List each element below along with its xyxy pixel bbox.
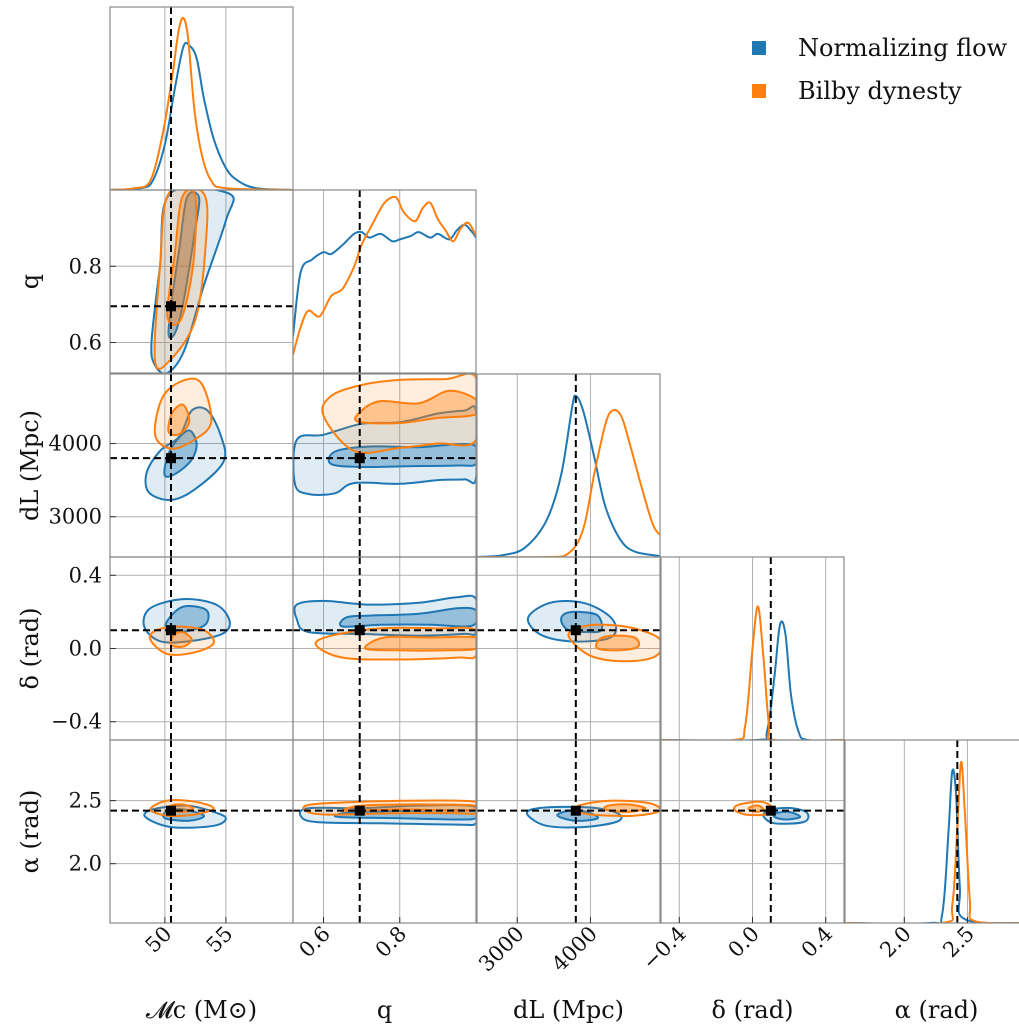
contour-inner-delta-dl-series-1: [595, 634, 641, 652]
x-tick-label: 2.5: [938, 922, 979, 963]
x-tick-label: 0.8: [371, 922, 412, 963]
contour-outer-delta-dl-series-1: [567, 623, 660, 663]
x-axis-label-dl: dL (Mpc): [513, 996, 624, 1024]
panel-delta-alpha: [660, 739, 845, 924]
marginal-q-series-0: [293, 223, 476, 337]
x-tick-label: −0.4: [638, 922, 691, 975]
panel-delta-delta: [660, 556, 845, 741]
contour-inner-q-mc-series-1: [166, 190, 198, 326]
x-axis-label-mc: 𝓜c (M⊙): [146, 996, 257, 1024]
truth-marker: [354, 805, 365, 816]
panel-mc-q: [109, 189, 294, 374]
panel-q-delta: [292, 556, 477, 741]
panel-mc-delta: [109, 556, 294, 741]
truth-marker: [765, 805, 776, 816]
marginal-alpha-series-1: [845, 760, 1019, 923]
y-axis-label-q: q: [16, 274, 44, 289]
x-axis-label-delta: δ (rad): [712, 996, 794, 1024]
y-axis-label-dl: dL (Mpc): [16, 410, 44, 521]
x-tick-label: 0.4: [797, 922, 838, 963]
panel-frame: [109, 6, 294, 191]
x-tick-label: 3000: [474, 922, 529, 977]
panel-alpha-alpha: [844, 739, 1019, 924]
truth-marker: [570, 625, 581, 636]
contour-inner-dl-mc-series-1: [167, 403, 191, 436]
panel-frame: [844, 739, 1019, 924]
y-tick-label: −0.4: [51, 710, 102, 734]
truth-marker: [166, 805, 176, 816]
panel-dl-dl: [476, 373, 661, 558]
marginal-dl-series-0: [477, 394, 660, 557]
y-tick-label: 2.5: [69, 789, 102, 813]
legend-swatch-bilby-dynesty: [752, 84, 766, 98]
truth-marker: [166, 301, 176, 312]
truth-marker: [570, 805, 581, 816]
panel-dl-delta: [476, 556, 661, 741]
y-tick-label: 0.0: [69, 637, 102, 661]
contour-outer-delta-q-series-1: [314, 626, 476, 661]
truth-marker: [166, 453, 176, 464]
y-tick-label: 0.6: [69, 331, 102, 355]
marginal-mc-series-1: [110, 16, 293, 190]
y-axis-label-alpha: α (rad): [16, 790, 44, 874]
panel-mc-dl: [109, 373, 294, 558]
x-tick-label: 4000: [547, 922, 602, 977]
contour-inner-dl-q-series-1: [354, 389, 476, 425]
panel-frame: [292, 189, 477, 374]
truth-marker: [354, 625, 365, 636]
y-tick-label: 4000: [49, 432, 102, 456]
panel-q-q: [292, 189, 477, 374]
contour-inner-delta-mc-series-1: [169, 630, 193, 649]
legend-swatch-normalizing-flow: [752, 41, 766, 55]
panel-frame: [476, 373, 661, 558]
x-axis-label-alpha: α (rad): [895, 996, 979, 1024]
x-axis-label-q: q: [377, 996, 392, 1024]
marginal-delta-series-1: [661, 605, 844, 740]
truth-marker: [166, 625, 176, 636]
contour-outer-alpha-dl-series-1: [574, 799, 660, 817]
contour-outer-alpha-dl-series-0: [525, 805, 623, 829]
panel-frame: [476, 739, 661, 924]
x-tick-label: 0.6: [294, 922, 335, 963]
panel-frame: [292, 739, 477, 924]
contour-inner-alpha-q-series-1: [343, 803, 476, 812]
x-tick-label: 2.0: [875, 922, 916, 963]
x-tick-label: 50: [141, 922, 177, 958]
legend-label-bilby-dynesty: Bilby dynesty: [798, 77, 962, 105]
x-tick-label: 0.0: [723, 922, 764, 963]
legend: Normalizing flow Bilby dynesty: [752, 34, 1008, 105]
contour-inner-dl-q-series-0: [327, 443, 476, 469]
contour-inner-delta-q-series-1: [364, 635, 476, 652]
x-tick-label: 55: [202, 922, 238, 958]
panel-frame: [109, 739, 294, 924]
marginal-dl-series-1: [477, 408, 660, 557]
marginal-mc-series-0: [110, 41, 293, 190]
panel-q-alpha: [292, 739, 477, 924]
marginal-q-series-1: [293, 195, 476, 355]
y-tick-label: 3000: [49, 505, 102, 529]
panel-layer: [109, 6, 1019, 924]
panel-q-dl: [292, 373, 477, 558]
y-axis-label-delta: δ (rad): [16, 608, 44, 690]
contour-outer-q-mc-series-1: [153, 190, 209, 370]
panel-mc-mc: [109, 6, 294, 191]
legend-label-normalizing-flow: Normalizing flow: [798, 34, 1008, 62]
truth-marker: [354, 453, 365, 464]
marginal-delta-series-0: [661, 620, 844, 740]
panel-dl-alpha: [476, 739, 661, 924]
y-tick-label: 2.0: [69, 852, 102, 876]
panel-mc-alpha: [109, 739, 294, 924]
y-tick-label: 0.4: [69, 563, 102, 587]
y-tick-label: 0.8: [69, 254, 102, 278]
marginal-alpha-series-0: [845, 768, 1019, 923]
